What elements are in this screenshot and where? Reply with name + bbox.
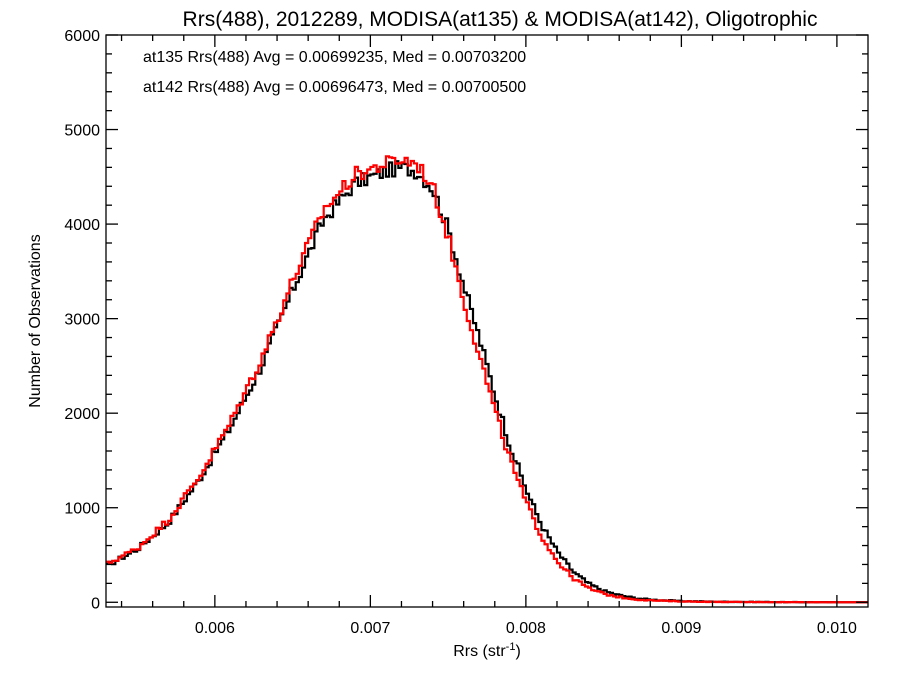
y-tick-label: 1000 [64, 501, 100, 518]
series-line-0 [106, 160, 868, 604]
plot-frame [105, 34, 869, 608]
x-tick-label: 0.010 [817, 620, 857, 637]
series-line-1 [106, 155, 868, 604]
x-tick-label: 0.008 [506, 620, 546, 637]
y-tick-label: 6000 [64, 28, 100, 45]
y-tick-label: 0 [91, 595, 100, 612]
y-tick-label: 5000 [64, 123, 100, 140]
x-axis-label: Rrs (str-1) [453, 641, 521, 660]
ticks-layer: 0.006 0.007 0.008 0.009 0.010 0 1000 2000 3000 40… [64, 28, 868, 637]
x-tick-label: 0.006 [195, 620, 235, 637]
legend-entry-at142: at142 Rrs(488) Avg = 0.00696473, Med = 0… [143, 79, 526, 96]
legend: at135 Rrs(488) Avg = 0.00699235, Med = 0… [143, 49, 526, 96]
x-tick-label: 0.007 [350, 620, 390, 637]
y-tick-label: 2000 [64, 406, 100, 423]
chart-title: Rrs(488), 2012289, MODISA(at135) & MODIS… [183, 8, 818, 31]
y-tick-label: 4000 [64, 217, 100, 234]
series-layer [106, 155, 868, 604]
y-axis-label: Number of Observations [27, 234, 44, 407]
x-tick-label: 0.009 [661, 620, 701, 637]
plot-area: 0.006 0.007 0.008 0.009 0.010 0 1000 2000 3000 40… [64, 28, 869, 637]
y-tick-label: 3000 [64, 312, 100, 329]
legend-entry-at135: at135 Rrs(488) Avg = 0.00699235, Med = 0… [143, 49, 526, 66]
